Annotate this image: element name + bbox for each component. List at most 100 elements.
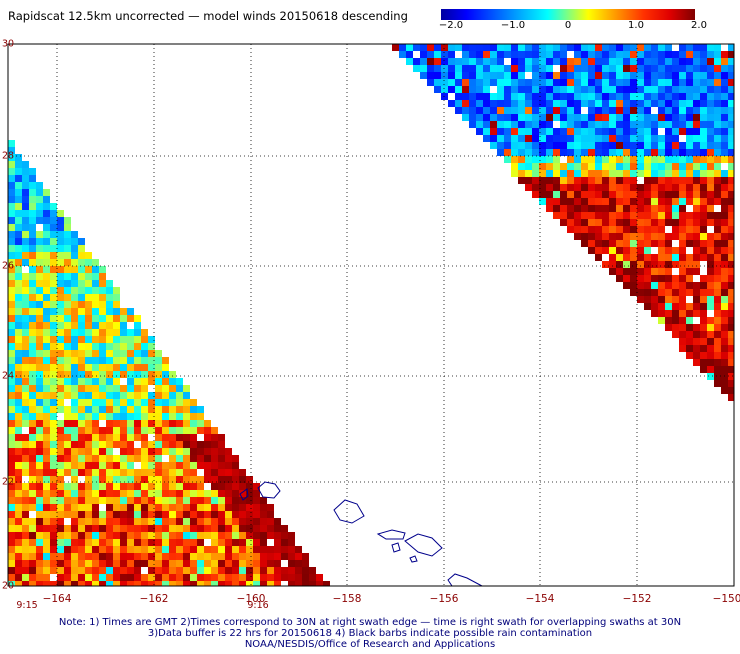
wind-cell [29, 273, 36, 280]
wind-cell [29, 525, 36, 532]
wind-cell [36, 238, 43, 245]
wind-cell [483, 86, 490, 93]
wind-cell [120, 343, 127, 350]
wind-cell [469, 58, 476, 65]
wind-cell [50, 532, 57, 539]
wind-cell [8, 469, 15, 476]
wind-cell [525, 135, 532, 142]
wind-cell [169, 420, 176, 427]
wind-cell [728, 254, 734, 261]
wind-cell [148, 546, 155, 553]
wind-cell [22, 217, 29, 224]
wind-cell [630, 58, 637, 65]
wind-cell [15, 385, 22, 392]
wind-cell [644, 268, 651, 275]
wind-cell [246, 504, 253, 511]
wind-cell [141, 483, 148, 490]
wind-cell [309, 581, 316, 586]
wind-cell [78, 504, 85, 511]
wind-cell [693, 79, 700, 86]
wind-cell [183, 462, 190, 469]
wind-cell [71, 231, 78, 238]
wind-cell [239, 581, 246, 586]
wind-cell [183, 532, 190, 539]
wind-cell [609, 142, 616, 149]
wind-cell [78, 532, 85, 539]
wind-cell [707, 93, 714, 100]
wind-cell [78, 378, 85, 385]
wind-cell [721, 352, 728, 359]
wind-cell [8, 315, 15, 322]
wind-cell [29, 574, 36, 581]
wind-cell [120, 560, 127, 567]
wind-cell [92, 322, 99, 329]
wind-cell [141, 504, 148, 511]
wind-cell [616, 275, 623, 282]
wind-cell [92, 448, 99, 455]
wind-cell [567, 128, 574, 135]
wind-cell [267, 518, 274, 525]
wind-cell [532, 65, 539, 72]
wind-cell [15, 238, 22, 245]
wind-cell [623, 107, 630, 114]
wind-cell [700, 324, 707, 331]
wind-cell [728, 163, 734, 170]
wind-cell [155, 385, 162, 392]
wind-cell [134, 364, 141, 371]
wind-cell [602, 170, 609, 177]
wind-cell [211, 560, 218, 567]
wind-cell [15, 329, 22, 336]
wind-cell [29, 434, 36, 441]
wind-cell [148, 504, 155, 511]
wind-cell [15, 539, 22, 546]
wind-cell [239, 469, 246, 476]
wind-cell [176, 539, 183, 546]
wind-cell [64, 539, 71, 546]
wind-cell [700, 226, 707, 233]
wind-cell [560, 212, 567, 219]
wind-cell [721, 142, 728, 149]
wind-cell [190, 490, 197, 497]
wind-cell [22, 462, 29, 469]
wind-cell [36, 427, 43, 434]
wind-cell [679, 303, 686, 310]
wind-cell [15, 406, 22, 413]
wind-cell [218, 567, 225, 574]
wind-cell [707, 233, 714, 240]
wind-cell [581, 86, 588, 93]
wind-cell [630, 44, 637, 51]
wind-cell [420, 65, 427, 72]
wind-cell [218, 525, 225, 532]
wind-cell [490, 142, 497, 149]
island-maui [404, 533, 443, 557]
wind-cell [511, 156, 518, 163]
wind-cell [518, 114, 525, 121]
wind-cell [15, 168, 22, 175]
wind-cell [581, 79, 588, 86]
wind-cell [162, 448, 169, 455]
wind-cell [560, 191, 567, 198]
wind-cell [43, 455, 50, 462]
wind-cell [630, 128, 637, 135]
wind-cell [22, 511, 29, 518]
wind-cell [169, 399, 176, 406]
wind-cell [71, 280, 78, 287]
wind-cell [36, 294, 43, 301]
wind-cell [630, 72, 637, 79]
wind-cell [302, 581, 309, 586]
wind-cell [728, 324, 734, 331]
wind-cell [525, 44, 532, 51]
wind-cell [134, 378, 141, 385]
wind-cell [616, 191, 623, 198]
wind-cell [106, 511, 113, 518]
wind-cell [148, 413, 155, 420]
wind-cell [609, 121, 616, 128]
wind-cell [672, 177, 679, 184]
wind-cell [15, 273, 22, 280]
wind-cell [728, 303, 734, 310]
wind-cell [92, 350, 99, 357]
wind-cell [15, 182, 22, 189]
wind-cell [134, 329, 141, 336]
wind-cell [497, 142, 504, 149]
